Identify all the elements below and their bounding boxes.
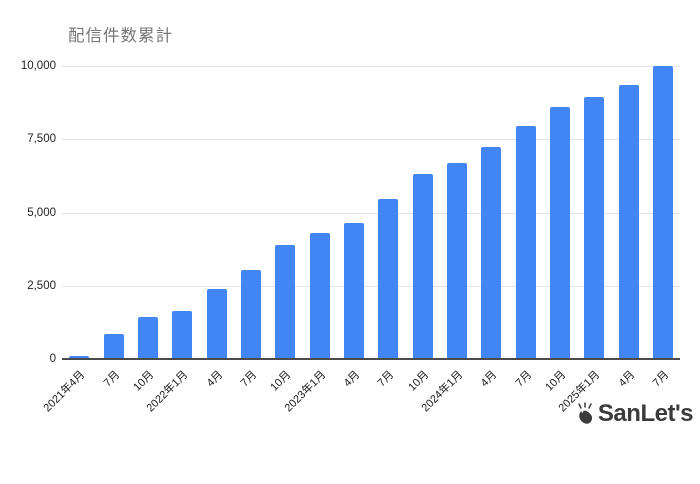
- bar: [206, 288, 227, 359]
- bar: [378, 199, 399, 359]
- gridline: [62, 212, 680, 214]
- bar: [69, 356, 90, 359]
- bar: [652, 66, 673, 359]
- chart-page: { "chart_data": { "type": "bar", "title"…: [20, 27, 694, 428]
- bar: [103, 334, 124, 359]
- bar: [515, 126, 536, 359]
- bar: [549, 107, 570, 359]
- chart-title: 配信件数累計: [68, 27, 173, 45]
- bar: [275, 244, 296, 359]
- bar: [309, 233, 330, 359]
- bar: [240, 269, 261, 359]
- logo-text: SanLet's: [597, 400, 694, 427]
- gridline: [62, 139, 680, 141]
- clapping-hands-icon: [574, 401, 596, 427]
- bar: [137, 316, 158, 359]
- logo: SanLet's: [574, 400, 694, 428]
- y-axis-label: 7,500: [27, 133, 56, 146]
- y-axis-label: 2,500: [27, 279, 56, 292]
- bar: [412, 174, 433, 359]
- gridline: [62, 66, 680, 67]
- bar: [618, 85, 639, 359]
- gridline: [62, 285, 680, 287]
- y-axis-label: 0: [49, 353, 56, 365]
- bar: [172, 310, 193, 359]
- y-axis-label: 10,000: [20, 60, 56, 72]
- bar: [481, 146, 502, 359]
- bar: [446, 162, 467, 359]
- bar: [584, 96, 605, 359]
- bar: [343, 222, 364, 359]
- plot-area: 0 2,500 5,000 7,500 10,000 2021年4月 7月 10月 2022年1…: [21, 60, 680, 414]
- y-axis-label: 5,000: [27, 206, 56, 219]
- x-axis-baseline: [62, 358, 680, 360]
